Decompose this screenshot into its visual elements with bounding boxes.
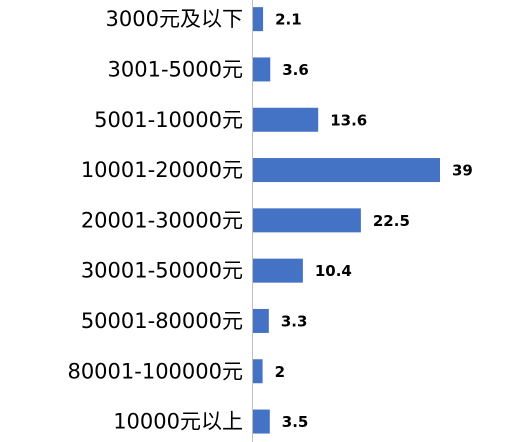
value-label: 2.1 xyxy=(275,11,302,29)
value-label: 22.5 xyxy=(373,212,410,230)
category-label: 3001-5000元 xyxy=(108,57,243,81)
value-label: 39 xyxy=(452,162,473,180)
bar xyxy=(253,359,263,384)
category-label: 80001-100000元 xyxy=(67,359,243,383)
value-label: 2 xyxy=(275,363,285,381)
category-label: 30001-50000元 xyxy=(81,259,243,283)
category-label: 10000元以上 xyxy=(113,410,243,434)
bar xyxy=(253,308,269,333)
category-label: 20001-30000元 xyxy=(81,208,243,232)
category-label: 50001-80000元 xyxy=(81,309,243,333)
value-label: 13.6 xyxy=(330,111,367,129)
bar xyxy=(253,158,440,183)
value-label: 3.5 xyxy=(282,413,309,431)
value-label: 10.4 xyxy=(315,262,352,280)
bar xyxy=(253,208,361,233)
bar xyxy=(253,107,319,132)
value-label: 3.3 xyxy=(281,312,308,330)
bar xyxy=(253,7,264,32)
bar xyxy=(253,409,270,434)
value-label: 3.6 xyxy=(282,61,309,79)
bar xyxy=(253,57,271,82)
category-label: 3000元及以下 xyxy=(106,7,243,31)
bar xyxy=(253,258,303,283)
category-label: 5001-10000元 xyxy=(94,108,243,132)
category-label: 10001-20000元 xyxy=(81,158,243,182)
